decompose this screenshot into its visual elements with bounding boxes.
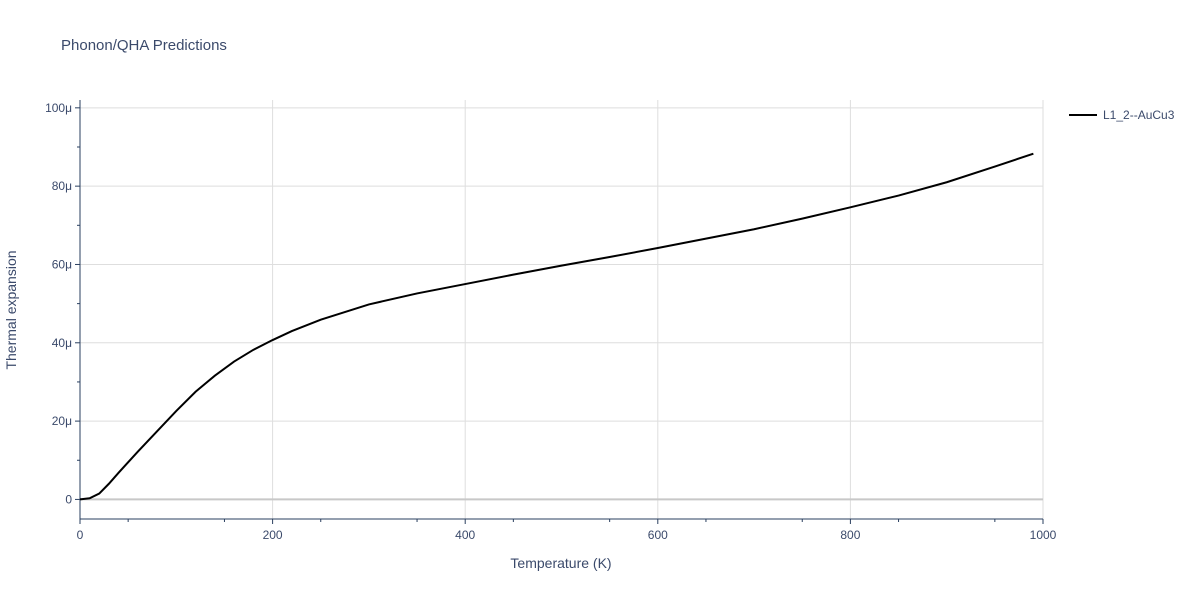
x-tick-label: 600 xyxy=(648,528,668,542)
x-tick-label: 200 xyxy=(263,528,283,542)
x-tick-label: 1000 xyxy=(1030,528,1057,542)
y-tick-label: 80μ xyxy=(52,179,72,193)
y-tick-label: 60μ xyxy=(52,257,72,271)
axes: 0 200 400 600 800 1000 0 20μ 40μ 60μ 80μ 100μ xyxy=(45,100,1057,542)
grid xyxy=(80,100,1044,519)
x-tick-label: 800 xyxy=(840,528,860,542)
x-axis-title: Temperature (K) xyxy=(510,555,611,571)
x-tick-label: 400 xyxy=(455,528,475,542)
chart-title: Phonon/QHA Predictions xyxy=(61,37,227,54)
y-tick-label: 0 xyxy=(65,492,72,506)
x-tick-label: 0 xyxy=(77,528,84,542)
y-axis-title: Thermal expansion xyxy=(3,250,19,369)
y-tick-label: 100μ xyxy=(45,101,72,115)
y-tick-label: 20μ xyxy=(52,414,72,428)
legend[interactable]: L1_2--AuCu3 xyxy=(1069,108,1175,122)
y-tick-label: 40μ xyxy=(52,336,72,350)
series-line[interactable] xyxy=(79,152,1034,501)
legend-label: L1_2--AuCu3 xyxy=(1103,108,1175,122)
plot-area xyxy=(79,152,1034,501)
legend-item[interactable]: L1_2--AuCu3 xyxy=(1069,108,1175,122)
